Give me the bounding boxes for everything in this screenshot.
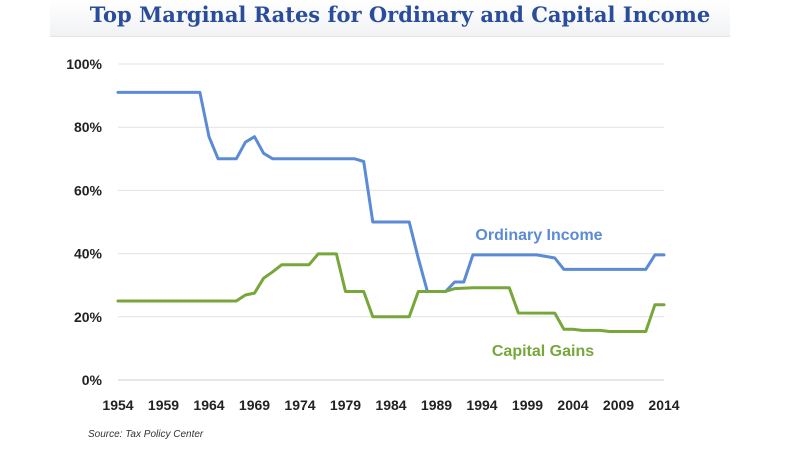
x-tick-label: 2004 xyxy=(557,397,588,413)
x-tick-label: 1964 xyxy=(193,397,224,413)
y-tick-label: 20% xyxy=(74,309,103,325)
x-tick-label: 1989 xyxy=(421,397,452,413)
x-tick-label: 1969 xyxy=(239,397,270,413)
y-tick-label: 100% xyxy=(66,56,102,72)
x-axis-ticks: 1954 1959 1964 1969 1974 1979 1984 1989 1994 1999… xyxy=(102,397,679,413)
x-tick-label: 1994 xyxy=(466,397,497,413)
y-tick-label: 60% xyxy=(74,182,103,198)
x-tick-label: 2009 xyxy=(603,397,634,413)
series-line-ordinary-income xyxy=(116,90,666,293)
title-band xyxy=(50,0,730,37)
series-line-capital-gains xyxy=(116,252,666,333)
source-note: Source: Tax Policy Center xyxy=(88,429,204,440)
x-tick-label: 1979 xyxy=(330,397,361,413)
y-axis-ticks: 0% 20% 40% 60% 80% 100% xyxy=(66,56,102,388)
x-tick-label: 2014 xyxy=(648,397,679,413)
x-tick-label: 1974 xyxy=(284,397,315,413)
ordinary-income-label: Ordinary Income xyxy=(475,227,602,244)
x-tick-label: 1959 xyxy=(148,397,179,413)
x-tick-label: 1999 xyxy=(512,397,543,413)
y-tick-label: 80% xyxy=(74,119,103,135)
y-tick-label: 40% xyxy=(74,246,103,262)
series-lines xyxy=(116,90,666,333)
capital-gains-label: Capital Gains xyxy=(492,343,594,360)
y-tick-label: 0% xyxy=(82,372,103,388)
x-tick-label: 1984 xyxy=(375,397,406,413)
x-tick-label: 1954 xyxy=(102,397,133,413)
chart-title: Top Marginal Rates for Ordinary and Capi… xyxy=(89,2,711,27)
gridlines xyxy=(118,63,664,381)
